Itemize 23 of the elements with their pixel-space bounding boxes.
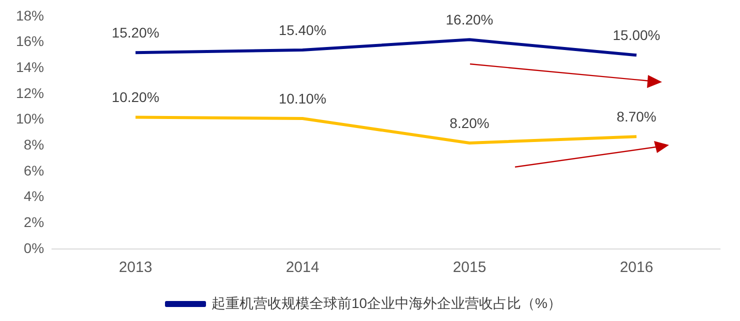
- y-tick-label: 14%: [16, 58, 44, 75]
- data-label: 8.20%: [450, 114, 490, 131]
- data-label: 15.40%: [278, 22, 326, 38]
- y-tick-label: 2%: [24, 214, 44, 230]
- y-tick-label: 10%: [16, 110, 44, 127]
- legend-label: 起重机营收规模全球前10企业中海外企业营收占比（%）: [211, 294, 562, 311]
- y-tick-label: 16%: [16, 33, 44, 50]
- y-tick-label: 8%: [24, 136, 44, 152]
- y-tick-label: 18%: [16, 7, 44, 24]
- data-label: 15.20%: [112, 24, 160, 40]
- x-tick-label: 2013: [118, 259, 152, 276]
- x-tick-label: 2016: [620, 259, 654, 276]
- y-tick-label: 0%: [24, 240, 44, 256]
- y-tick-label: 4%: [24, 188, 44, 204]
- data-label: 10.20%: [112, 89, 160, 106]
- data-label: 16.20%: [446, 12, 494, 28]
- data-label: 15.00%: [612, 27, 660, 44]
- x-tick-label: 2015: [452, 259, 486, 276]
- data-label: 8.70%: [616, 108, 656, 124]
- x-tick-label: 2014: [286, 259, 320, 276]
- data-label: 10.10%: [278, 90, 326, 106]
- y-tick-label: 6%: [24, 162, 44, 178]
- y-tick-label: 12%: [16, 84, 44, 101]
